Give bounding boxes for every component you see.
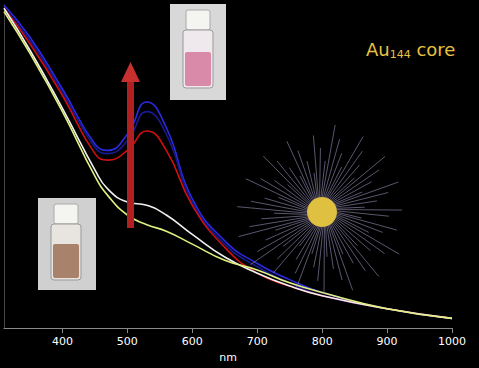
svg-text:core: core	[411, 39, 456, 60]
svg-text:1000: 1000	[438, 335, 466, 348]
svg-text:nm: nm	[219, 351, 237, 364]
svg-text:800: 800	[312, 335, 333, 348]
svg-text:400: 400	[52, 335, 73, 348]
svg-text:700: 700	[247, 335, 268, 348]
svg-text:144: 144	[390, 48, 411, 61]
svg-text:900: 900	[377, 335, 398, 348]
svg-text:500: 500	[117, 335, 138, 348]
svg-text:600: 600	[182, 335, 203, 348]
svg-text:Au: Au	[366, 39, 390, 60]
